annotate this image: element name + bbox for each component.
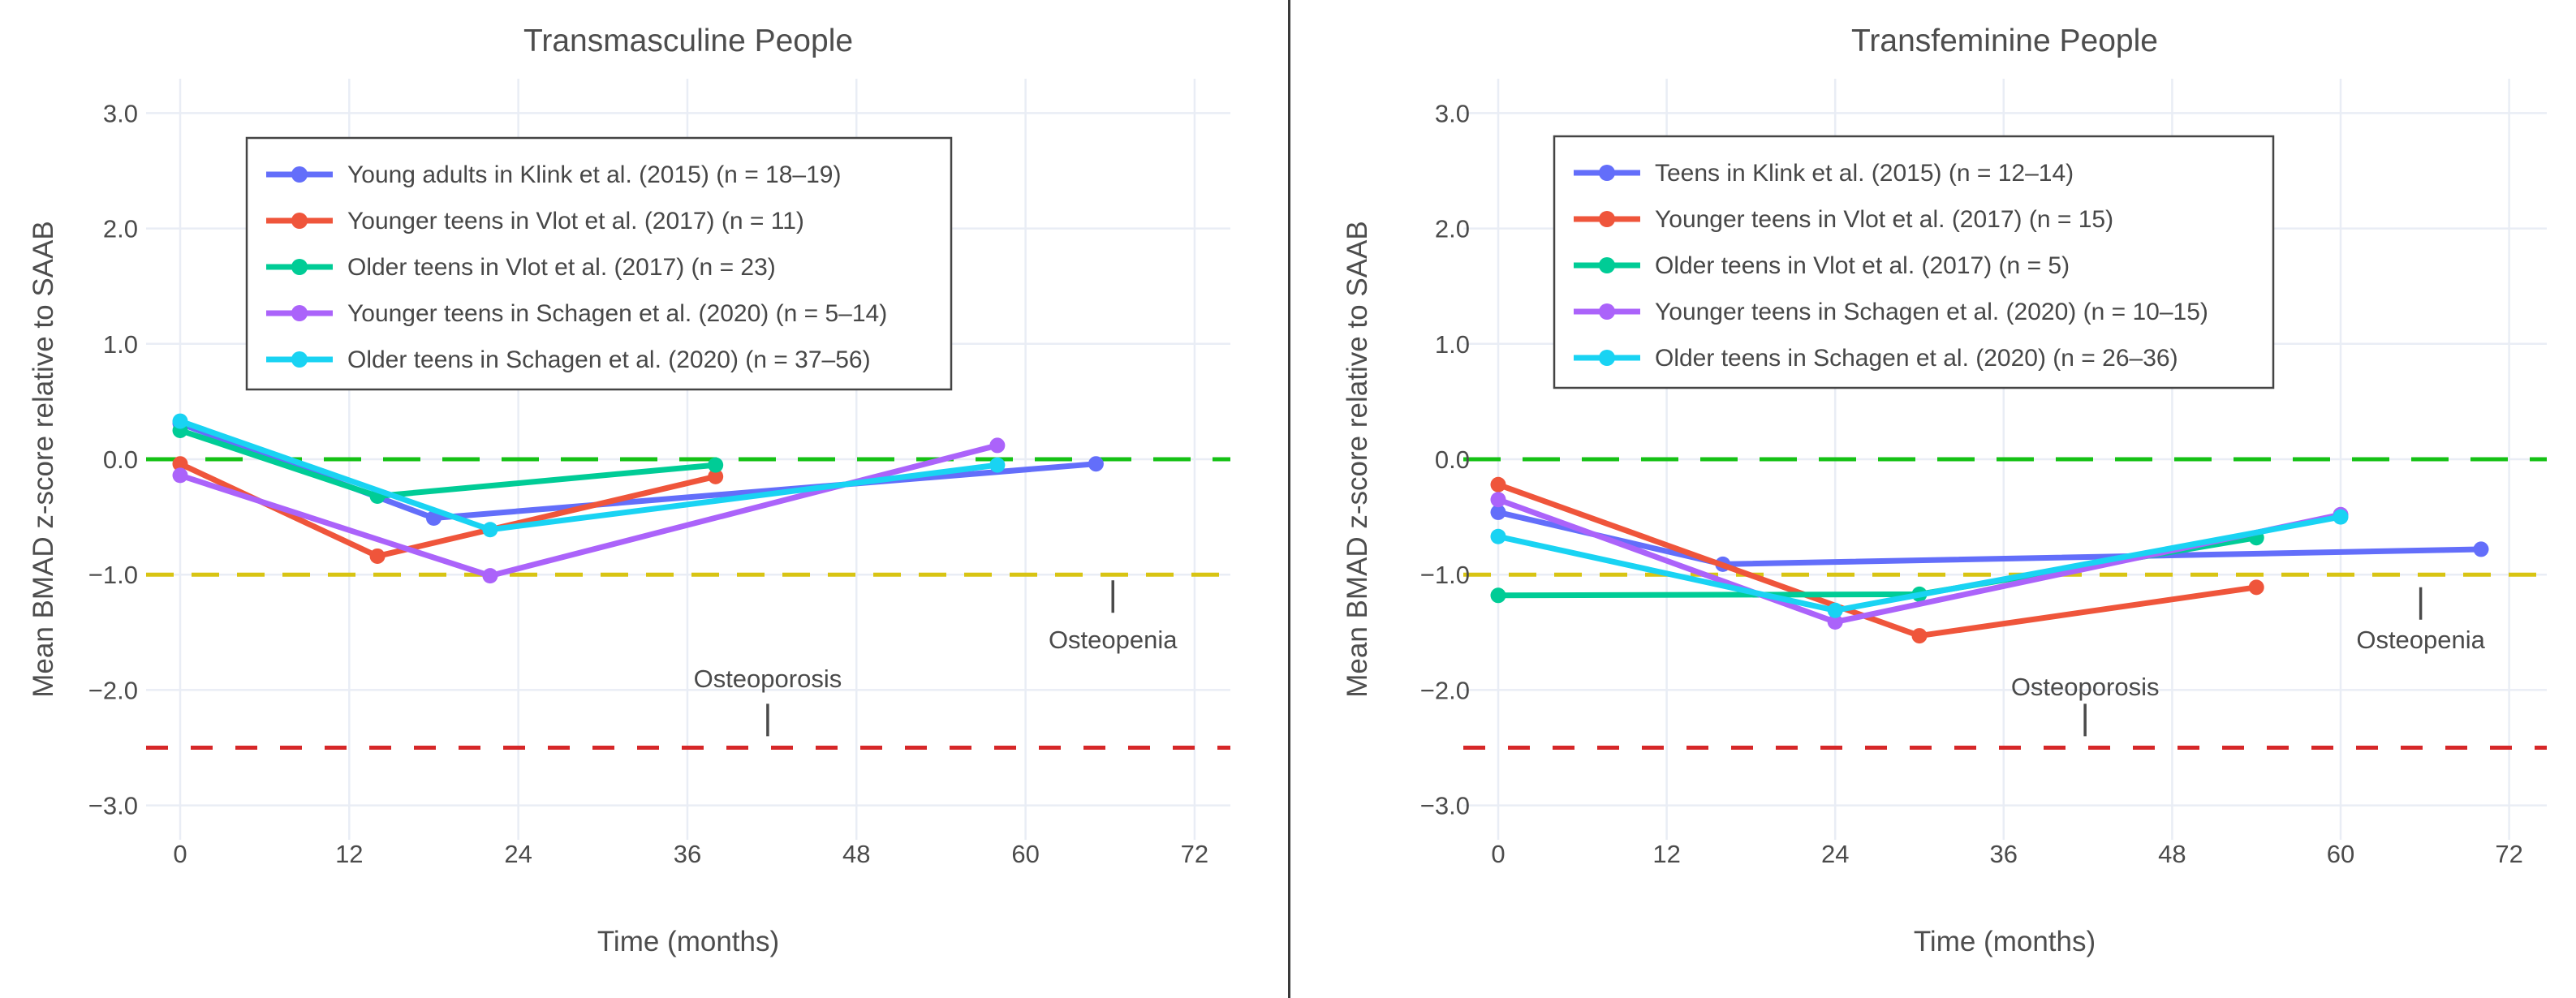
data-point[interactable] (1827, 602, 1843, 618)
chart-title: Transmasculine People (523, 24, 854, 58)
legend-swatch-dot (291, 259, 308, 275)
y-tick-label: −1.0 (88, 561, 138, 589)
legend-item[interactable]: Older teens in Vlot et al. (2017) (n = 5… (1574, 252, 2070, 279)
y-tick-label: 3.0 (103, 99, 138, 127)
annotation-osteoporosis-label: Osteoporosis (2011, 673, 2160, 701)
x-tick-label: 48 (2158, 840, 2186, 868)
y-tick-label: 0.0 (1435, 445, 1470, 474)
legend-item[interactable]: Older teens in Schagen et al. (2020) (n … (266, 346, 871, 373)
x-tick-label: 60 (2327, 840, 2354, 868)
data-point[interactable] (1490, 528, 1506, 544)
transfeminine-chart-panel: Transfeminine People Mean BMAD z-score r… (1290, 0, 2576, 998)
legend-label: Younger teens in Schagen et al. (2020) (… (347, 300, 887, 327)
data-point[interactable] (369, 548, 386, 564)
y-tick-label: −1.0 (1420, 561, 1470, 589)
legend-label: Older teens in Schagen et al. (2020) (n … (1655, 345, 2178, 372)
data-point[interactable] (708, 468, 724, 484)
legend-label: Younger teens in Vlot et al. (2017) (n =… (347, 208, 804, 234)
legend-item[interactable]: Teens in Klink et al. (2015) (n = 12–14) (1574, 160, 2074, 187)
legend-swatch-dot (1599, 257, 1615, 273)
chart-canvas[interactable]: Osteoporosis Osteopenia 0 12 24 36 48 60 72 3.0 2.… (0, 0, 1288, 998)
data-point[interactable] (172, 413, 188, 429)
data-point[interactable] (2248, 579, 2264, 596)
legend-swatch-dot (291, 305, 308, 321)
annotation-osteopenia-label: Osteopenia (1049, 626, 1178, 654)
annotation-osteoporosis-label: Osteoporosis (694, 665, 842, 693)
series-line-2[interactable] (177, 427, 719, 500)
legend-item[interactable]: Younger teens in Vlot et al. (2017) (n =… (266, 208, 804, 234)
legend-item[interactable]: Older teens in Vlot et al. (2017) (n = 2… (266, 254, 776, 281)
y-tick-label: 0.0 (103, 445, 138, 474)
x-tick-label: 12 (335, 840, 363, 868)
legend-item[interactable]: Younger teens in Schagen et al. (2020) (… (1574, 299, 2208, 325)
x-tick-label: 36 (1990, 840, 2018, 868)
data-point[interactable] (1088, 456, 1104, 472)
legend-item[interactable]: Younger teens in Vlot et al. (2017) (n =… (1574, 206, 2113, 233)
data-point[interactable] (2333, 509, 2349, 525)
y-tick-label: 2.0 (103, 215, 138, 243)
legend-swatch-dot (1599, 165, 1615, 181)
legend-label: Young adults in Klink et al. (2015) (n =… (347, 161, 841, 188)
legend-label: Older teens in Vlot et al. (2017) (n = 2… (347, 254, 776, 281)
x-tick-label: 48 (842, 840, 870, 868)
data-point[interactable] (708, 457, 724, 473)
x-tick-label: 0 (1491, 840, 1505, 868)
data-point[interactable] (2473, 541, 2489, 557)
legend-box (245, 136, 953, 391)
legend-label: Older teens in Vlot et al. (2017) (n = 5… (1655, 252, 2070, 279)
y-tick-label: −2.0 (88, 676, 138, 704)
transmasculine-chart-panel: Transmasculine People Mean BMAD z-score … (0, 0, 1288, 998)
legend-swatch-dot (291, 213, 308, 229)
legend-box (1553, 135, 2275, 389)
x-tick-label: 24 (504, 840, 532, 868)
x-axis-title: Time (months) (597, 926, 780, 957)
x-tick-label: 72 (2495, 840, 2522, 868)
data-point[interactable] (172, 467, 188, 484)
x-tick-label: 72 (1181, 840, 1208, 868)
legend-swatch-dot (291, 166, 308, 183)
x-tick-label: 36 (674, 840, 701, 868)
data-point[interactable] (482, 568, 498, 584)
legend-label: Teens in Klink et al. (2015) (n = 12–14) (1655, 160, 2074, 187)
x-tick-label: 24 (1821, 840, 1849, 868)
y-tick-label: 1.0 (103, 330, 138, 359)
legend-label: Older teens in Schagen et al. (2020) (n … (347, 346, 871, 373)
x-axis-title: Time (months) (1913, 926, 2096, 957)
panel-divider (1288, 0, 1290, 998)
y-tick-label: −3.0 (1420, 792, 1470, 820)
data-point[interactable] (1911, 628, 1928, 644)
y-tick-label: 3.0 (1435, 99, 1470, 127)
data-point[interactable] (1490, 476, 1506, 493)
data-point[interactable] (1490, 492, 1506, 508)
data-point[interactable] (989, 457, 1006, 473)
legend-item[interactable]: Young adults in Klink et al. (2015) (n =… (266, 161, 841, 188)
legend-swatch-dot (1599, 303, 1615, 320)
data-point[interactable] (989, 437, 1006, 454)
y-tick-label: −3.0 (88, 792, 138, 820)
data-point[interactable] (1490, 504, 1506, 520)
legend-label: Younger teens in Vlot et al. (2017) (n =… (1655, 206, 2113, 233)
y-tick-label: 2.0 (1435, 215, 1470, 243)
annotation-osteopenia-label: Osteopenia (2356, 626, 2485, 654)
legend-swatch-dot (1599, 350, 1615, 366)
legend-swatch-dot (1599, 211, 1615, 227)
legend-swatch-dot (291, 351, 308, 368)
series-line-2[interactable] (1495, 535, 2259, 599)
legend-label: Younger teens in Schagen et al. (2020) (… (1655, 299, 2208, 325)
y-tick-label: −2.0 (1420, 676, 1470, 704)
x-tick-label: 0 (173, 840, 187, 868)
data-point[interactable] (172, 456, 188, 472)
chart-title: Transfeminine People (1851, 24, 2158, 58)
data-point[interactable] (1827, 614, 1843, 630)
y-tick-label: 1.0 (1435, 330, 1470, 359)
x-tick-label: 12 (1652, 840, 1680, 868)
x-tick-label: 60 (1011, 840, 1039, 868)
legend-item[interactable]: Older teens in Schagen et al. (2020) (n … (1574, 345, 2178, 372)
data-point[interactable] (1490, 587, 1506, 604)
legend-item[interactable]: Younger teens in Schagen et al. (2020) (… (266, 300, 887, 327)
chart-canvas[interactable]: Osteoporosis Osteopenia 0 12 24 36 48 60 72 3.0 2.… (1290, 0, 2576, 998)
data-point[interactable] (482, 522, 498, 538)
